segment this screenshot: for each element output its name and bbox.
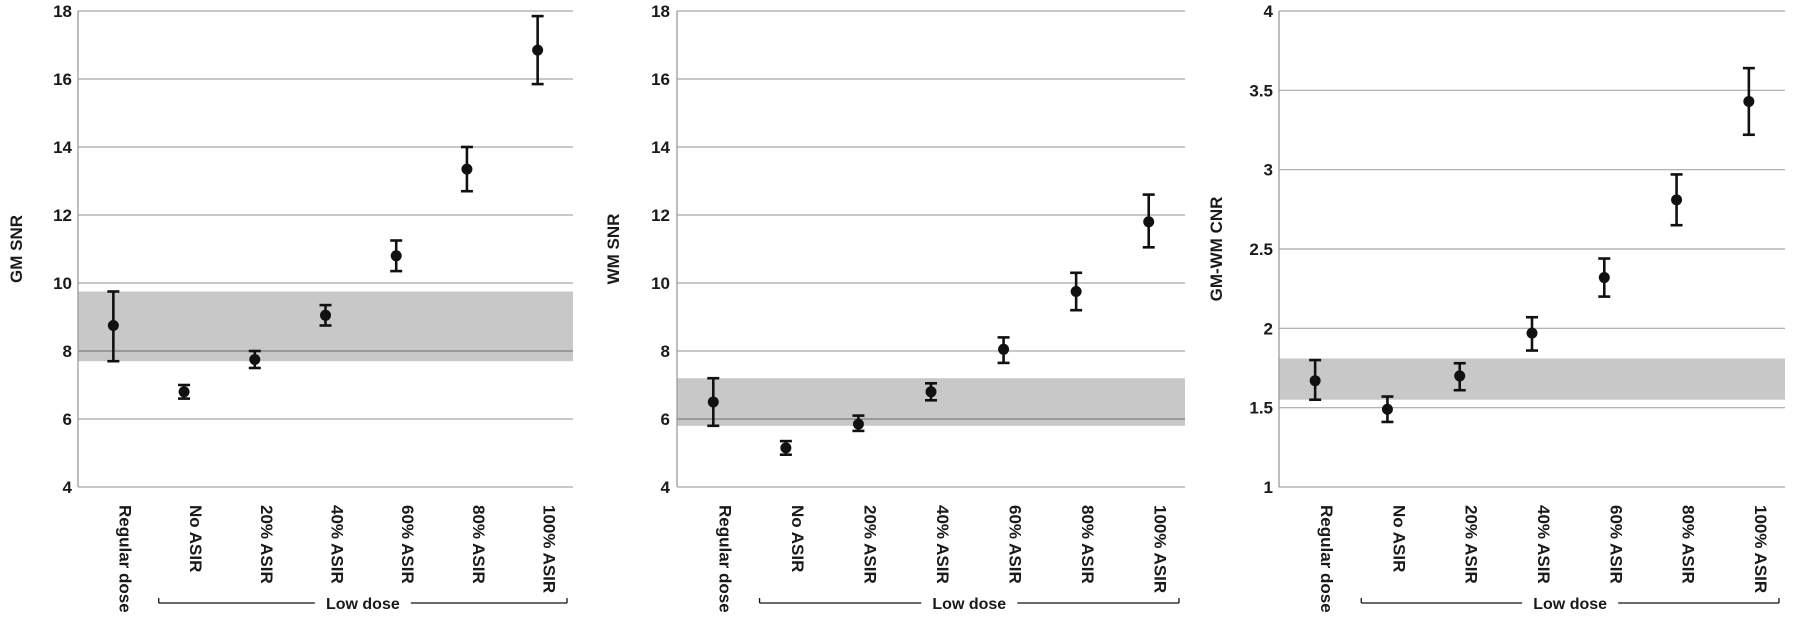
data-point	[1381, 403, 1393, 415]
data-point	[249, 354, 261, 365]
y-tick-label: 4	[1264, 2, 1274, 21]
y-tick-label: 16	[651, 70, 670, 89]
y-tick-label: 6	[63, 410, 72, 429]
x-tick-label: 60% ASIR	[1606, 505, 1625, 584]
x-tick-label: 100% ASIR	[540, 505, 559, 593]
group-label: Low dose	[932, 596, 1006, 613]
y-tick-label: 2	[1264, 319, 1273, 338]
x-tick-label: 60% ASIR	[1006, 505, 1025, 584]
x-tick-label: No ASIR	[788, 505, 807, 572]
data-point	[178, 386, 190, 398]
y-tick-label: 1	[1264, 478, 1273, 497]
y-tick-label: 16	[53, 70, 72, 89]
group-label: Low dose	[326, 596, 400, 613]
chart-panel-3: 1 1.5 2 2.5 3 3.5 4 GM-WM CNR Regular dose No ASI…	[1207, 2, 1785, 613]
x-tick-label: 40% ASIR	[933, 505, 952, 584]
y-tick-label: 3	[1264, 161, 1273, 180]
data-point	[461, 163, 473, 175]
y-tick-label: 6	[661, 410, 670, 429]
y-tick-label: 1.5	[1249, 399, 1273, 418]
x-tick-label: No ASIR	[1389, 505, 1408, 572]
y-tick-label: 4	[661, 478, 671, 497]
y-tick-label: 2.5	[1249, 240, 1273, 259]
reference-band	[1279, 358, 1785, 400]
x-tick-label: 20% ASIR	[860, 505, 879, 584]
data-point	[390, 250, 402, 262]
x-tick-label: 80% ASIR	[1078, 505, 1097, 584]
x-tick-label: No ASIR	[186, 505, 205, 572]
y-tick-label: 14	[53, 138, 72, 157]
data-point	[925, 386, 937, 398]
y-tick-label: 10	[651, 274, 670, 293]
data-point	[320, 309, 331, 321]
data-point	[1526, 327, 1538, 339]
y-axis-label: WM SNR	[604, 214, 623, 285]
group-label: Low dose	[1533, 596, 1607, 613]
y-tick-label: 12	[53, 206, 72, 225]
y-tick-label: 10	[53, 274, 72, 293]
y-tick-label: 12	[651, 206, 670, 225]
data-point	[1143, 216, 1155, 228]
y-axis-label: GM SNR	[7, 215, 26, 283]
data-point	[1743, 95, 1755, 107]
x-tick-label: 100% ASIR	[1151, 505, 1170, 593]
data-point	[1309, 375, 1321, 387]
y-tick-label: 8	[661, 342, 670, 361]
data-point	[1598, 272, 1610, 284]
y-tick-label: 3.5	[1249, 81, 1273, 100]
data-point	[1454, 370, 1466, 382]
x-tick-label: Regular dose	[715, 505, 734, 613]
y-tick-label: 18	[53, 2, 72, 21]
data-point	[780, 442, 792, 454]
data-point	[532, 44, 544, 56]
data-point	[998, 343, 1010, 355]
y-tick-label: 14	[651, 138, 670, 157]
y-tick-label: 18	[651, 2, 670, 21]
y-tick-label: 8	[63, 342, 72, 361]
chart-panel-1: 4 6 8 10 12 14 16 18 GM SNR Regular dose No ASIR 20…	[7, 2, 573, 613]
x-tick-label: 20% ASIR	[257, 505, 276, 584]
x-tick-label: 20% ASIR	[1462, 505, 1481, 584]
x-tick-label: 40% ASIR	[328, 505, 347, 584]
y-axis-label: GM-WM CNR	[1207, 197, 1226, 302]
x-tick-label: 60% ASIR	[398, 505, 417, 584]
data-point	[1671, 194, 1683, 206]
x-tick-label: 80% ASIR	[469, 505, 488, 584]
data-point	[107, 320, 119, 331]
x-tick-label: Regular dose	[1317, 505, 1336, 613]
data-point	[707, 396, 719, 408]
x-tick-label: 80% ASIR	[1679, 505, 1698, 584]
chart-panel-2: 4 6 8 10 12 14 16 18 WM SNR Regular dose No ASIR 20…	[604, 2, 1185, 613]
x-tick-label: 100% ASIR	[1751, 505, 1770, 593]
y-tick-label: 4	[63, 478, 73, 497]
x-tick-label: Regular dose	[115, 505, 134, 613]
x-tick-label: 40% ASIR	[1534, 505, 1553, 584]
data-point	[1070, 286, 1082, 297]
data-point	[852, 418, 864, 430]
